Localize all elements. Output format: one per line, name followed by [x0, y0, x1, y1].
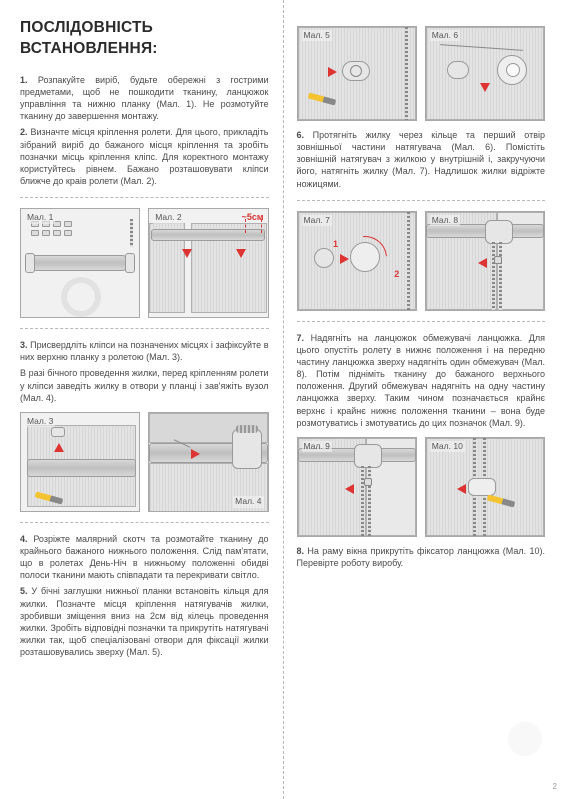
fig-7-label: Мал. 7 — [302, 215, 332, 226]
step-3-num: 3. — [20, 340, 28, 350]
fig-5-label: Мал. 5 — [302, 30, 332, 41]
step-5-num: 5. — [20, 586, 28, 596]
step-3-text: Присвердліть кліпси на позначених місцях… — [20, 340, 269, 362]
fig-row-1-2: Мал. 1 Мал. 2 ~5см — [20, 208, 269, 318]
fig-4-label: Мал. 4 — [233, 496, 263, 507]
step-5: 5. У бічні заглушки нижньої планки встан… — [20, 585, 269, 658]
fig-6-label: Мал. 6 — [430, 30, 460, 41]
page-title: ПОСЛІДОВНІСТЬ ВСТАНОВЛЕННЯ: — [20, 18, 269, 60]
fig-1-label: Мал. 1 — [25, 212, 55, 223]
watermark-icon — [495, 709, 555, 769]
figure-3: Мал. 3 — [20, 412, 140, 512]
fig-9-label: Мал. 9 — [302, 441, 332, 452]
step-2-text: Визначте місця кріплення ролети. Для цьо… — [20, 127, 269, 186]
figure-2: Мал. 2 ~5см — [148, 208, 268, 318]
step-8: 8. На раму вікна прикрутіть фіксатор лан… — [297, 545, 546, 569]
divider — [20, 197, 269, 198]
step-4: 4. Розріжте малярний скотч та розмотайте… — [20, 533, 269, 582]
fig7-num1: 1 — [333, 238, 338, 250]
step-3: 3. Присвердліть кліпси на позначених міс… — [20, 339, 269, 363]
step-7-num: 7. — [297, 333, 305, 343]
step-5-text: У бічні заглушки нижньої планки встанові… — [20, 586, 269, 657]
step-1: 1. Розпакуйте виріб, будьте обережні з г… — [20, 74, 269, 123]
fig-row-7-8: Мал. 7 1 2 Мал. 8 — [297, 211, 546, 311]
divider — [297, 200, 546, 201]
figure-10: Мал. 10 — [425, 437, 545, 537]
page-number: 2 — [553, 782, 557, 793]
step-7: 7. Надягніть на ланцюжок обмежувачі ланц… — [297, 332, 546, 429]
step-7-text: Надягніть на ланцюжок обмежувачі ланцюжк… — [297, 333, 546, 428]
divider — [20, 328, 269, 329]
step-2: 2. Визначте місця кріплення ролети. Для … — [20, 126, 269, 187]
figure-7: Мал. 7 1 2 — [297, 211, 417, 311]
fig-3-label: Мал. 3 — [25, 416, 55, 427]
figure-6: Мал. 6 — [425, 26, 545, 121]
figure-8: Мал. 8 — [425, 211, 545, 311]
fig-row-9-10: Мал. 9 Мал. 10 — [297, 437, 546, 537]
step-6-num: 6. — [297, 130, 305, 140]
divider — [20, 522, 269, 523]
fig-8-label: Мал. 8 — [430, 215, 460, 226]
step-8-text: На раму вікна прикрутіть фіксатор ланцюж… — [297, 546, 545, 568]
step-2-num: 2. — [20, 127, 28, 137]
figure-5: Мал. 5 — [297, 26, 417, 121]
step-6: 6. Протягніть жилку через кільце та перш… — [297, 129, 546, 190]
figure-1: Мал. 1 — [20, 208, 140, 318]
fig7-num2: 2 — [394, 268, 399, 280]
step-6-text: Протягніть жилку через кільце та перший … — [297, 130, 546, 189]
step-8-num: 8. — [297, 546, 305, 556]
figure-9: Мал. 9 — [297, 437, 417, 537]
right-column: Мал. 5 Мал. 6 6. Протягніть жилку через … — [283, 0, 565, 799]
left-column: ПОСЛІДОВНІСТЬ ВСТАНОВЛЕННЯ: 1. Розпакуйт… — [0, 0, 283, 799]
step-3b: В разі бічного проведення жилки, перед к… — [20, 367, 269, 403]
fig-row-5-6: Мал. 5 Мал. 6 — [297, 26, 546, 121]
fig-row-3-4: Мал. 3 Мал. 4 — [20, 412, 269, 512]
divider — [297, 321, 546, 322]
step-4-num: 4. — [20, 534, 28, 544]
step-4-text: Розріжте малярний скотч та розмотайте тк… — [20, 534, 269, 580]
fig-10-label: Мал. 10 — [430, 441, 465, 452]
figure-4: Мал. 4 — [148, 412, 268, 512]
fig-2-label: Мал. 2 — [153, 212, 183, 223]
step-1-num: 1. — [20, 75, 28, 85]
step-1-text: Розпакуйте виріб, будьте обережні з гост… — [20, 75, 269, 121]
